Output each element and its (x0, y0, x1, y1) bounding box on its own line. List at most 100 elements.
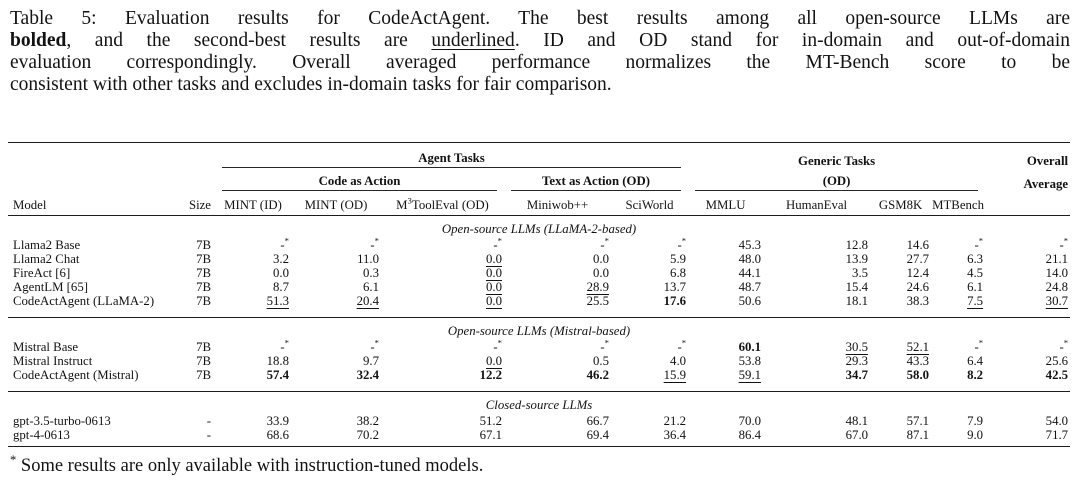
model-name-cell: CodeActAgent (LLaMA-2) (13, 294, 155, 308)
value-cell: 57.1 (906, 414, 930, 428)
col-header-miniwob: Miniwob++ (504, 191, 611, 216)
value-cell: 0.0 (381, 280, 504, 294)
value-cell: 8.7 (273, 280, 289, 294)
value-cell: 9.0 (931, 428, 986, 447)
value-cell: 70.0 (738, 414, 762, 428)
size-cell: 7B (196, 354, 211, 368)
asterisk-superscript: * (374, 235, 379, 246)
best-value: 17.6 (663, 294, 687, 308)
table-body: Open-source LLMs (LLaMA-2-based) Llama2 B… (8, 216, 1071, 447)
section-label: Open-source LLMs (LLaMA-2-based) (441, 222, 637, 236)
model-name-cell: Mistral Instruct (13, 354, 93, 368)
value-cell: -* (370, 337, 379, 354)
col-header-size: Size (153, 191, 215, 216)
col-header-sciworld: SciWorld (611, 191, 689, 216)
size-cell: - (206, 414, 211, 428)
value-cell: 86.4 (688, 428, 764, 447)
table-row: Mistral Base 7B -* -* -* -* -* 60.1 30.5 52.1 -* -* (8, 337, 1070, 354)
value-cell: -* (974, 337, 984, 354)
value-cell: -* (280, 337, 289, 354)
value-cell: 67.1 (381, 428, 504, 447)
header-spacer (8, 168, 215, 191)
value-cell: 30.5 (763, 340, 870, 354)
best-value: 46.2 (586, 368, 609, 382)
section-label-row: Open-source LLMs (Mistral-based) (8, 317, 1071, 340)
value-cell: 11.0 (357, 252, 379, 266)
caption-line: evaluation correspondingly. Overall aver… (10, 52, 1070, 74)
table-row: FireAct [6] 7B 0.0 0.3 0.0 0.0 6.8 44.1 3.5 12.4 4… (8, 266, 1070, 280)
asterisk-superscript: * (681, 337, 687, 348)
value-cell: 14.6 (906, 238, 930, 252)
value-cell: 87.1 (870, 428, 932, 447)
value-cell: 34.7 (763, 368, 870, 392)
overall-average-cell: 25.6 (1045, 354, 1069, 368)
group-header-agent-tasks: Agent Tasks (215, 143, 688, 168)
value-cell: 48.1 (845, 414, 869, 428)
table-row: Mistral Instruct 7B 18.8 9.7 0.0 0.5 4.0 53.8 29… (8, 354, 1070, 368)
header-group-row: Agent Tasks Generic Tasks Overall (8, 143, 1070, 169)
value-cell: 68.6 (215, 428, 291, 447)
asterisk-superscript: * (604, 337, 609, 348)
code-as-action-label: Code as Action (222, 174, 497, 191)
superscript-3: 3 (407, 195, 412, 206)
size-cell: - (153, 428, 215, 447)
asterisk-superscript: * (604, 235, 609, 246)
caption-line: bolded, and the second-best results are … (10, 30, 1070, 52)
asterisk-superscript: * (374, 337, 379, 348)
value-cell: 12.2 (381, 368, 504, 392)
second-best-value: 28.9 (586, 280, 609, 294)
value-cell: 17.6 (611, 294, 688, 318)
header-spacer (8, 143, 215, 169)
value-cell: 70.2 (291, 428, 381, 447)
footnote-asterisk: * (10, 452, 17, 467)
value-cell: 58.0 (870, 368, 931, 392)
value-cell: 51.2 (479, 414, 502, 428)
value-cell: 4.0 (670, 354, 687, 368)
value-cell: 69.4 (504, 428, 611, 447)
agent-tasks-label: Agent Tasks (222, 151, 682, 168)
size-cell: 7B (196, 340, 211, 354)
best-value: 60.1 (738, 340, 762, 354)
model-name-cell: Llama2 Base (13, 238, 81, 252)
value-cell: 51.3 (215, 294, 291, 318)
second-best-value: 0.0 (486, 294, 502, 308)
size-cell: 7B (196, 238, 211, 252)
value-cell: 59.1 (688, 368, 763, 392)
size-cell: 7B (196, 252, 211, 266)
value-cell: 5.9 (670, 252, 687, 266)
value-cell: 0.0 (381, 294, 504, 318)
caption-text: , and the second-best results are (66, 30, 432, 51)
caption-text: consistent with other tasks and excludes… (10, 74, 612, 95)
value-cell: 43.3 (906, 354, 930, 368)
size-cell: 7B (196, 266, 211, 280)
value-cell: -* (493, 235, 502, 252)
header-columns-row: Model Size MINT (ID) MINT (OD) M3ToolEval (O… (8, 191, 1071, 216)
second-best-value: 0.0 (486, 280, 502, 294)
subgroup-header-generic-od: (OD) (688, 168, 985, 191)
second-best-value: 7.5 (967, 294, 984, 308)
size-cell: 7B (196, 368, 211, 382)
value-cell: 12.8 (845, 238, 869, 252)
section-label-row: Open-source LLMs (LLaMA-2-based) (8, 216, 1070, 239)
second-best-value: 0.0 (486, 266, 502, 280)
table-row: CodeActAgent (LLaMA-2) 7B 51.3 20.4 0.0 25.5 1… (8, 294, 1070, 318)
value-cell: 0.0 (381, 354, 504, 368)
asterisk-superscript: * (497, 235, 502, 246)
col-header-model: Model (8, 191, 153, 216)
value-cell: 53.8 (738, 354, 762, 368)
table-row: AgentLM [65] 7B 8.7 6.1 0.0 28.9 13.7 48.7 15.4 2… (8, 280, 1070, 294)
section-label: Closed-source LLMs (8, 391, 1071, 414)
value-cell: 0.0 (593, 252, 609, 266)
value-cell: 60.1 (688, 340, 763, 354)
value-cell: 67.0 (763, 428, 871, 447)
value-cell: 24.6 (906, 280, 930, 294)
value-cell: 27.7 (906, 252, 930, 266)
model-name-cell: CodeActAgent (Mistral) (13, 368, 139, 382)
subgroup-header-text-as-action: Text as Action (OD) (504, 168, 688, 191)
second-best-value: 20.4 (356, 294, 379, 308)
value-cell: -* (974, 235, 984, 252)
table-row: gpt-3.5-turbo-0613 - 33.9 38.2 51.2 66.7 21.2 7… (8, 414, 1070, 428)
value-cell: -* (600, 235, 609, 252)
value-cell: 0.0 (593, 266, 609, 280)
value-cell: 6.4 (967, 354, 984, 368)
